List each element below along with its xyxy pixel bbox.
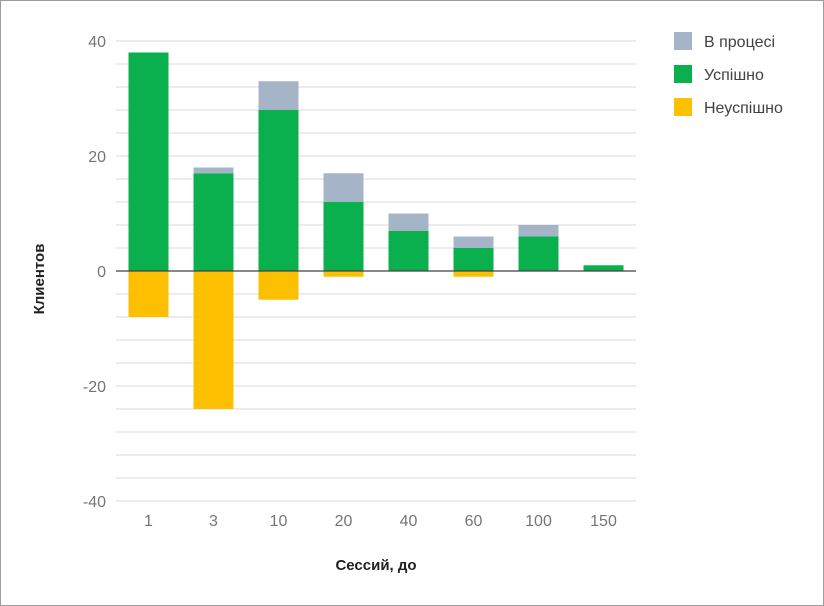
legend-swatch — [674, 32, 692, 50]
x-tick-labels: 1 3 10 20 40 60 100 150 — [144, 513, 617, 530]
x-tick-label: 1 — [144, 513, 153, 530]
y-axis-title: Клиентов — [31, 244, 48, 315]
bar-successful — [518, 236, 559, 271]
y-tick-label: 0 — [97, 264, 106, 281]
y-tick-label: -20 — [83, 379, 106, 396]
bar-in-progress — [518, 225, 559, 237]
bar-unsuccessful — [258, 271, 299, 300]
legend: В процесі Успішно Неуспішно — [674, 32, 783, 117]
y-tick-label: 20 — [88, 149, 106, 166]
bar-successful — [193, 173, 234, 271]
bar-successful — [128, 52, 169, 271]
bar-unsuccessful — [193, 271, 234, 409]
bar-unsuccessful — [323, 271, 364, 277]
bar-successful — [258, 110, 299, 271]
y-tick-label: -40 — [83, 494, 106, 511]
x-tick-label: 10 — [270, 513, 288, 530]
bar-successful — [388, 230, 429, 271]
legend-label: Неуспішно — [704, 100, 783, 117]
bar-successful — [453, 248, 494, 271]
bar-unsuccessful — [128, 271, 169, 317]
x-tick-label: 60 — [465, 513, 483, 530]
bar-successful — [583, 265, 624, 271]
bar-in-progress — [453, 236, 494, 248]
bar-in-progress — [193, 167, 234, 174]
bar-in-progress — [323, 173, 364, 202]
x-tick-label: 3 — [209, 513, 218, 530]
x-tick-label: 100 — [525, 513, 552, 530]
legend-swatch — [674, 98, 692, 116]
bar-in-progress — [388, 213, 429, 231]
legend-label: Успішно — [704, 67, 764, 84]
y-tick-labels: 40 20 0 -20 -40 — [83, 34, 106, 511]
legend-swatch — [674, 65, 692, 83]
bar-in-progress — [258, 81, 299, 110]
bar-unsuccessful — [453, 271, 494, 277]
y-tick-label: 40 — [88, 34, 106, 51]
x-tick-label: 150 — [590, 513, 617, 530]
bars — [128, 52, 624, 409]
x-tick-label: 20 — [335, 513, 353, 530]
bar-successful — [323, 202, 364, 271]
x-tick-label: 40 — [400, 513, 418, 530]
legend-label: В процесі — [704, 34, 775, 51]
x-axis-title: Сессий, до — [335, 557, 416, 574]
